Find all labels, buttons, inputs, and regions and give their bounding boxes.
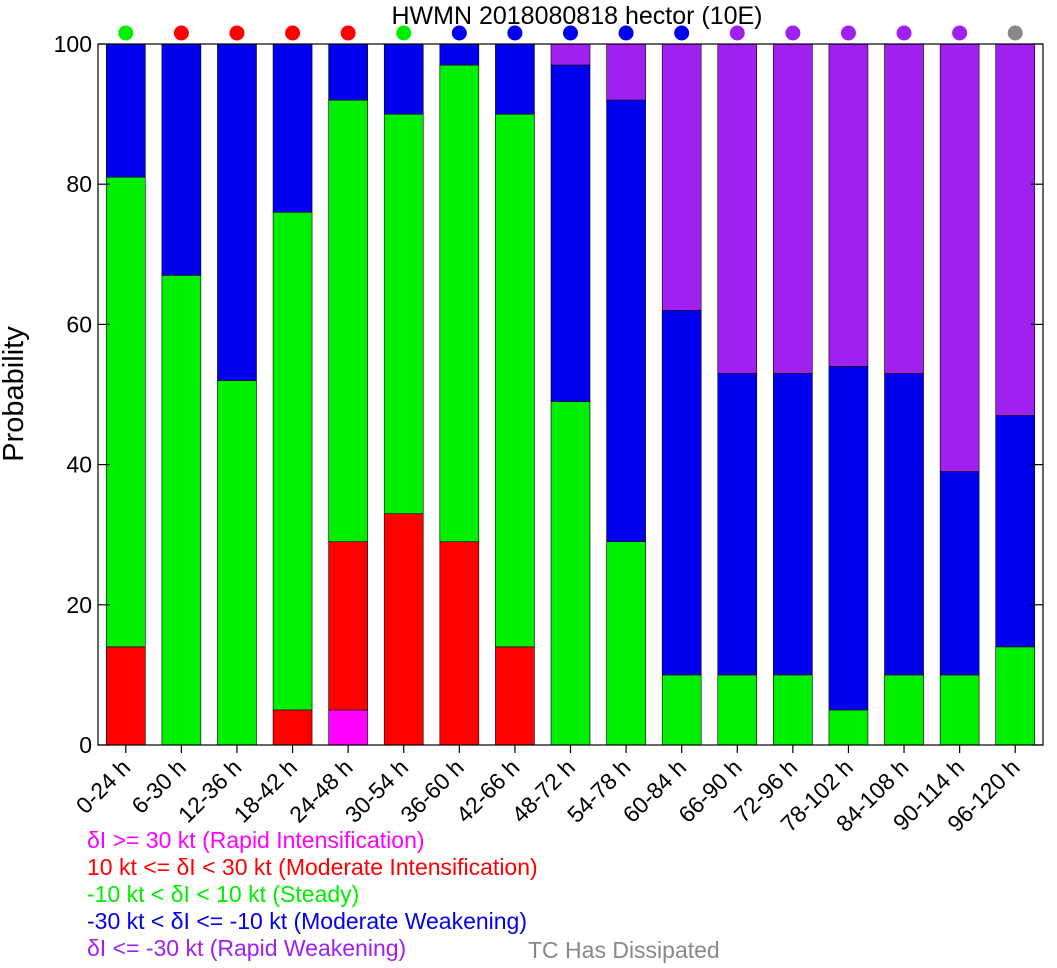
category-marker-dot	[118, 25, 134, 41]
bar-segment	[550, 64, 591, 402]
bar-segment	[217, 380, 257, 746]
bar-segment	[606, 99, 646, 543]
bar-segment	[272, 43, 313, 213]
bar-segment	[495, 43, 535, 115]
category-marker-dot	[1007, 25, 1023, 41]
y-tick-label: 60	[66, 311, 92, 337]
legend-entry-rapid-intensification: δI >= 30 kt (Rapid Intensification)	[87, 827, 425, 853]
category-marker-dot	[674, 25, 690, 41]
bar-segment	[717, 373, 758, 676]
bar-segment	[773, 674, 813, 746]
category-marker-dot	[952, 25, 968, 41]
bar-segment	[661, 43, 702, 311]
category-marker-dot	[396, 25, 412, 41]
bar-segment	[884, 674, 924, 746]
bar-segment	[439, 541, 480, 746]
category-marker-dot	[173, 25, 189, 41]
bar-segment	[606, 43, 646, 101]
bars-layer	[105, 43, 1036, 746]
bar-segment	[272, 211, 313, 711]
y-tick-label: 100	[54, 31, 92, 57]
bar-segment	[717, 674, 758, 746]
bar-segment	[717, 43, 758, 374]
category-marker-dot	[229, 25, 245, 41]
bar-segment	[105, 43, 146, 178]
bar-segment	[995, 646, 1036, 746]
bar-segment	[495, 113, 535, 648]
bar-segment	[828, 709, 869, 746]
bar-segment	[939, 674, 980, 746]
bar-segment	[272, 709, 313, 746]
category-marker-dot	[451, 25, 467, 41]
legend-entry-moderate-intensification: 10 kt <= δI < 30 kt (Moderate Intensific…	[87, 854, 538, 880]
bar-segment	[328, 541, 368, 711]
category-marker-dot	[340, 25, 356, 41]
bar-segment	[995, 43, 1036, 416]
legend-entry-rapid-weakening: δI <= -30 kt (Rapid Weakening)	[87, 935, 407, 961]
legend: δI >= 30 kt (Rapid Intensification) 10 k…	[87, 827, 987, 962]
legend-entry-steady: -10 kt < δI < 10 kt (Steady)	[87, 881, 360, 907]
bar-segment	[939, 43, 980, 472]
legend-entry-dissipated: TC Has Dissipated	[528, 937, 720, 963]
bar-segment	[105, 646, 146, 746]
category-marker-dot	[896, 25, 912, 41]
bar-segment	[383, 43, 424, 115]
category-marker-dot	[507, 25, 523, 41]
chart-title: HWMN 2018080818 hector (10E)	[391, 2, 762, 30]
bar-segment	[161, 43, 202, 276]
bar-segment	[550, 401, 591, 746]
category-marker-dot	[618, 25, 634, 41]
bar-segment	[217, 43, 257, 381]
category-marker-dot	[285, 25, 301, 41]
legend-entry-moderate-weakening: -30 kt < δI <= -10 kt (Moderate Weakenin…	[87, 908, 528, 934]
bar-segment	[995, 415, 1036, 648]
bar-segment	[328, 709, 368, 746]
y-tick-label: 40	[66, 452, 92, 478]
category-marker-dot	[729, 25, 745, 41]
y-tick-label: 20	[66, 592, 92, 618]
bar-segment	[661, 310, 702, 676]
bar-segment	[939, 471, 980, 676]
bar-segment	[661, 674, 702, 746]
bar-segment	[884, 373, 924, 676]
category-marker-dot	[785, 25, 801, 41]
bar-segment	[550, 43, 591, 66]
y-tick-label: 80	[66, 171, 92, 197]
bar-segment	[328, 43, 368, 101]
y-tick-label: 0	[79, 732, 92, 758]
x-tick-label: 0-24 h	[71, 754, 136, 819]
bar-segment	[328, 99, 368, 543]
bar-segment	[439, 64, 480, 543]
bar-segment	[383, 113, 424, 514]
category-marker-dot	[840, 25, 856, 41]
category-marker-dot	[563, 25, 578, 41]
bar-segment	[161, 275, 202, 746]
markers-layer	[118, 25, 1023, 41]
bar-segment	[606, 541, 646, 746]
bar-segment	[383, 513, 424, 746]
bar-segment	[828, 43, 869, 367]
bar-segment	[828, 366, 869, 711]
bar-segment	[439, 43, 480, 66]
bar-segment	[105, 176, 146, 648]
bar-segment	[495, 646, 535, 746]
bar-segment	[884, 43, 924, 374]
bar-segment	[773, 373, 813, 676]
bar-segment	[773, 43, 813, 374]
y-axis-label: Probability	[0, 326, 30, 462]
